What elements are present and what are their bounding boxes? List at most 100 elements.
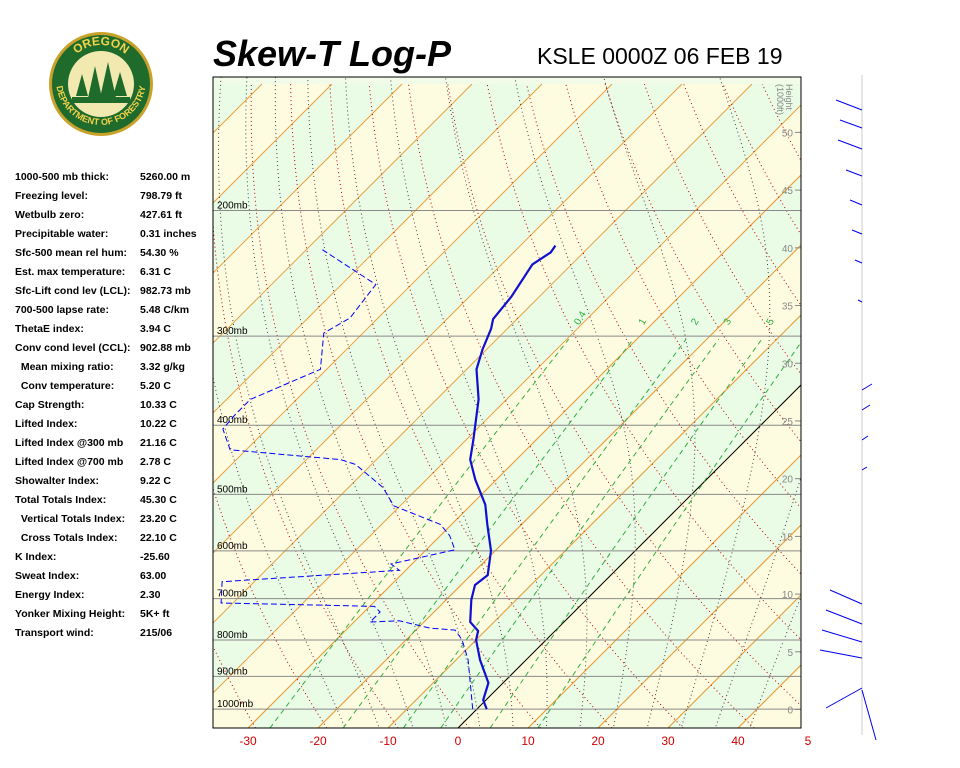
logo-trees <box>76 62 127 98</box>
isotherm <box>213 104 801 694</box>
band <box>213 84 801 694</box>
stat-value: 2.30 <box>140 589 161 601</box>
stat-label: Est. max temperature: <box>15 266 125 278</box>
pressure-label: 800mb <box>217 630 248 641</box>
stat-label: Mean mixing ratio: <box>15 361 114 373</box>
dry-adiabat <box>643 83 801 375</box>
isotherm <box>213 83 753 624</box>
isotherm <box>213 83 543 414</box>
isotherm-grid <box>808 84 960 728</box>
mixing-ratio-label: 5 <box>765 316 778 327</box>
stat-label: 1000-500 mb thick: <box>15 171 109 183</box>
x-tick-label: -20 <box>309 734 327 748</box>
stat-label: Energy Index: <box>15 589 84 601</box>
chart-subtitle: KSLE 0000Z 06 FEB 19 <box>537 43 783 69</box>
chart-title: Skew-T Log-P <box>213 33 452 74</box>
stat-label: Showalter Index: <box>15 475 99 487</box>
stat-value: 2.78 C <box>140 456 171 468</box>
pressure-label: 900mb <box>217 666 248 677</box>
moist-adiabat <box>307 77 481 728</box>
isotherm-grid <box>457 384 801 728</box>
x-tick-label: 5 <box>805 734 812 748</box>
pressure-label: 1000mb <box>217 699 254 710</box>
mixing-ratio-line <box>342 338 634 728</box>
x-tick-label: -30 <box>239 734 257 748</box>
stat-value: 22.10 C <box>140 532 177 544</box>
stat-value: 54.30 % <box>140 247 179 259</box>
stat-value: 3.32 g/kg <box>140 361 185 373</box>
band <box>213 105 801 728</box>
logo-ground <box>72 97 130 103</box>
stat-label: Cross Totals Index: <box>15 532 118 544</box>
stat-value: 5260.00 m <box>140 171 190 183</box>
band <box>808 84 960 728</box>
stat-label: Yonker Mixing Height: <box>15 608 125 620</box>
stat-label: 700-500 lapse rate: <box>15 304 109 316</box>
height-axis-label: (1000ft) <box>775 84 785 115</box>
dry-adiabat <box>447 84 801 707</box>
plot-frame <box>212 76 802 729</box>
x-tick-label: -10 <box>379 734 397 748</box>
stat-label: Lifted Index: <box>15 418 77 430</box>
height-label: 20 <box>782 475 794 486</box>
moist-adiabat <box>749 594 801 728</box>
stat-label: Cap Strength: <box>15 399 84 411</box>
stat-value: 63.00 <box>140 570 166 582</box>
isotherm <box>213 83 613 484</box>
dewpoint-line <box>220 249 474 710</box>
dry-adiabat <box>880 84 960 728</box>
pressure-label: 600mb <box>217 541 248 552</box>
stat-value: 5K+ ft <box>140 608 170 620</box>
height-label: 15 <box>782 532 794 543</box>
mixing-ratio-line <box>537 341 801 728</box>
pressure-label: 500mb <box>217 484 248 495</box>
logo-center <box>68 51 134 117</box>
stat-value: 9.22 C <box>140 475 171 487</box>
mixing-ratio-line <box>489 338 763 728</box>
stat-label: Precipitable water: <box>15 228 108 240</box>
stat-label: Lifted Index @300 mb <box>15 437 123 449</box>
x-tick-label: 0 <box>455 734 462 748</box>
stat-label: Freezing level: <box>15 190 88 202</box>
pressure-label: 300mb <box>217 326 248 337</box>
stat-value: 23.20 C <box>140 513 177 525</box>
dry-adiabat <box>841 84 960 728</box>
dry-adiabat <box>526 83 801 575</box>
stat-value: -25.60 <box>140 551 170 563</box>
moist-adiabat <box>218 77 380 728</box>
height-label: 0 <box>787 706 793 717</box>
isotherm-grid <box>597 524 801 728</box>
logo-top-text: OREGON <box>70 34 132 57</box>
logo: OREGON DEPARTMENT OF FORESTRY <box>49 32 153 136</box>
isotherm <box>808 84 960 728</box>
stats-table: 1000-500 mb thick: 5260.00 m Freezing leve… <box>15 171 197 639</box>
stat-label: Wetbulb zero: <box>15 209 84 221</box>
stat-value: 0.31 inches <box>140 228 197 240</box>
plot-area: 0.4 1 2 3 5 8200mb300mb400mb500mb600mb700mb80… <box>213 77 960 728</box>
isotherm-grid <box>737 664 801 728</box>
stat-label: Total Totals Index: <box>15 494 106 506</box>
stat-value: 902.88 mb <box>140 342 191 354</box>
isotherm <box>878 84 960 728</box>
stat-value: 798.79 ft <box>140 190 183 202</box>
isotherm-grid <box>527 454 801 728</box>
x-tick-label: 10 <box>521 734 535 748</box>
x-tick-label: 40 <box>731 734 745 748</box>
dry-adiabat <box>604 83 801 443</box>
stat-value: 21.16 C <box>140 437 177 449</box>
dry-adiabat <box>486 83 801 641</box>
isotherm <box>213 83 683 554</box>
pressure-label: 400mb <box>217 415 248 426</box>
mixing-ratio-label: 3 <box>722 316 735 327</box>
mixing-ratio-line <box>402 338 687 728</box>
wind-column <box>819 75 877 741</box>
height-label: 45 <box>782 186 794 197</box>
axes: -30 -20 -10 0 10 20 30 40 5 <box>239 734 811 748</box>
temperature-line <box>469 244 557 710</box>
x-tick-label: 20 <box>591 734 605 748</box>
stat-label: Transport wind: <box>15 627 94 639</box>
stat-label: Sweat Index: <box>15 570 79 582</box>
stat-label: Conv temperature: <box>15 380 114 392</box>
isotherm-grid <box>317 244 801 728</box>
